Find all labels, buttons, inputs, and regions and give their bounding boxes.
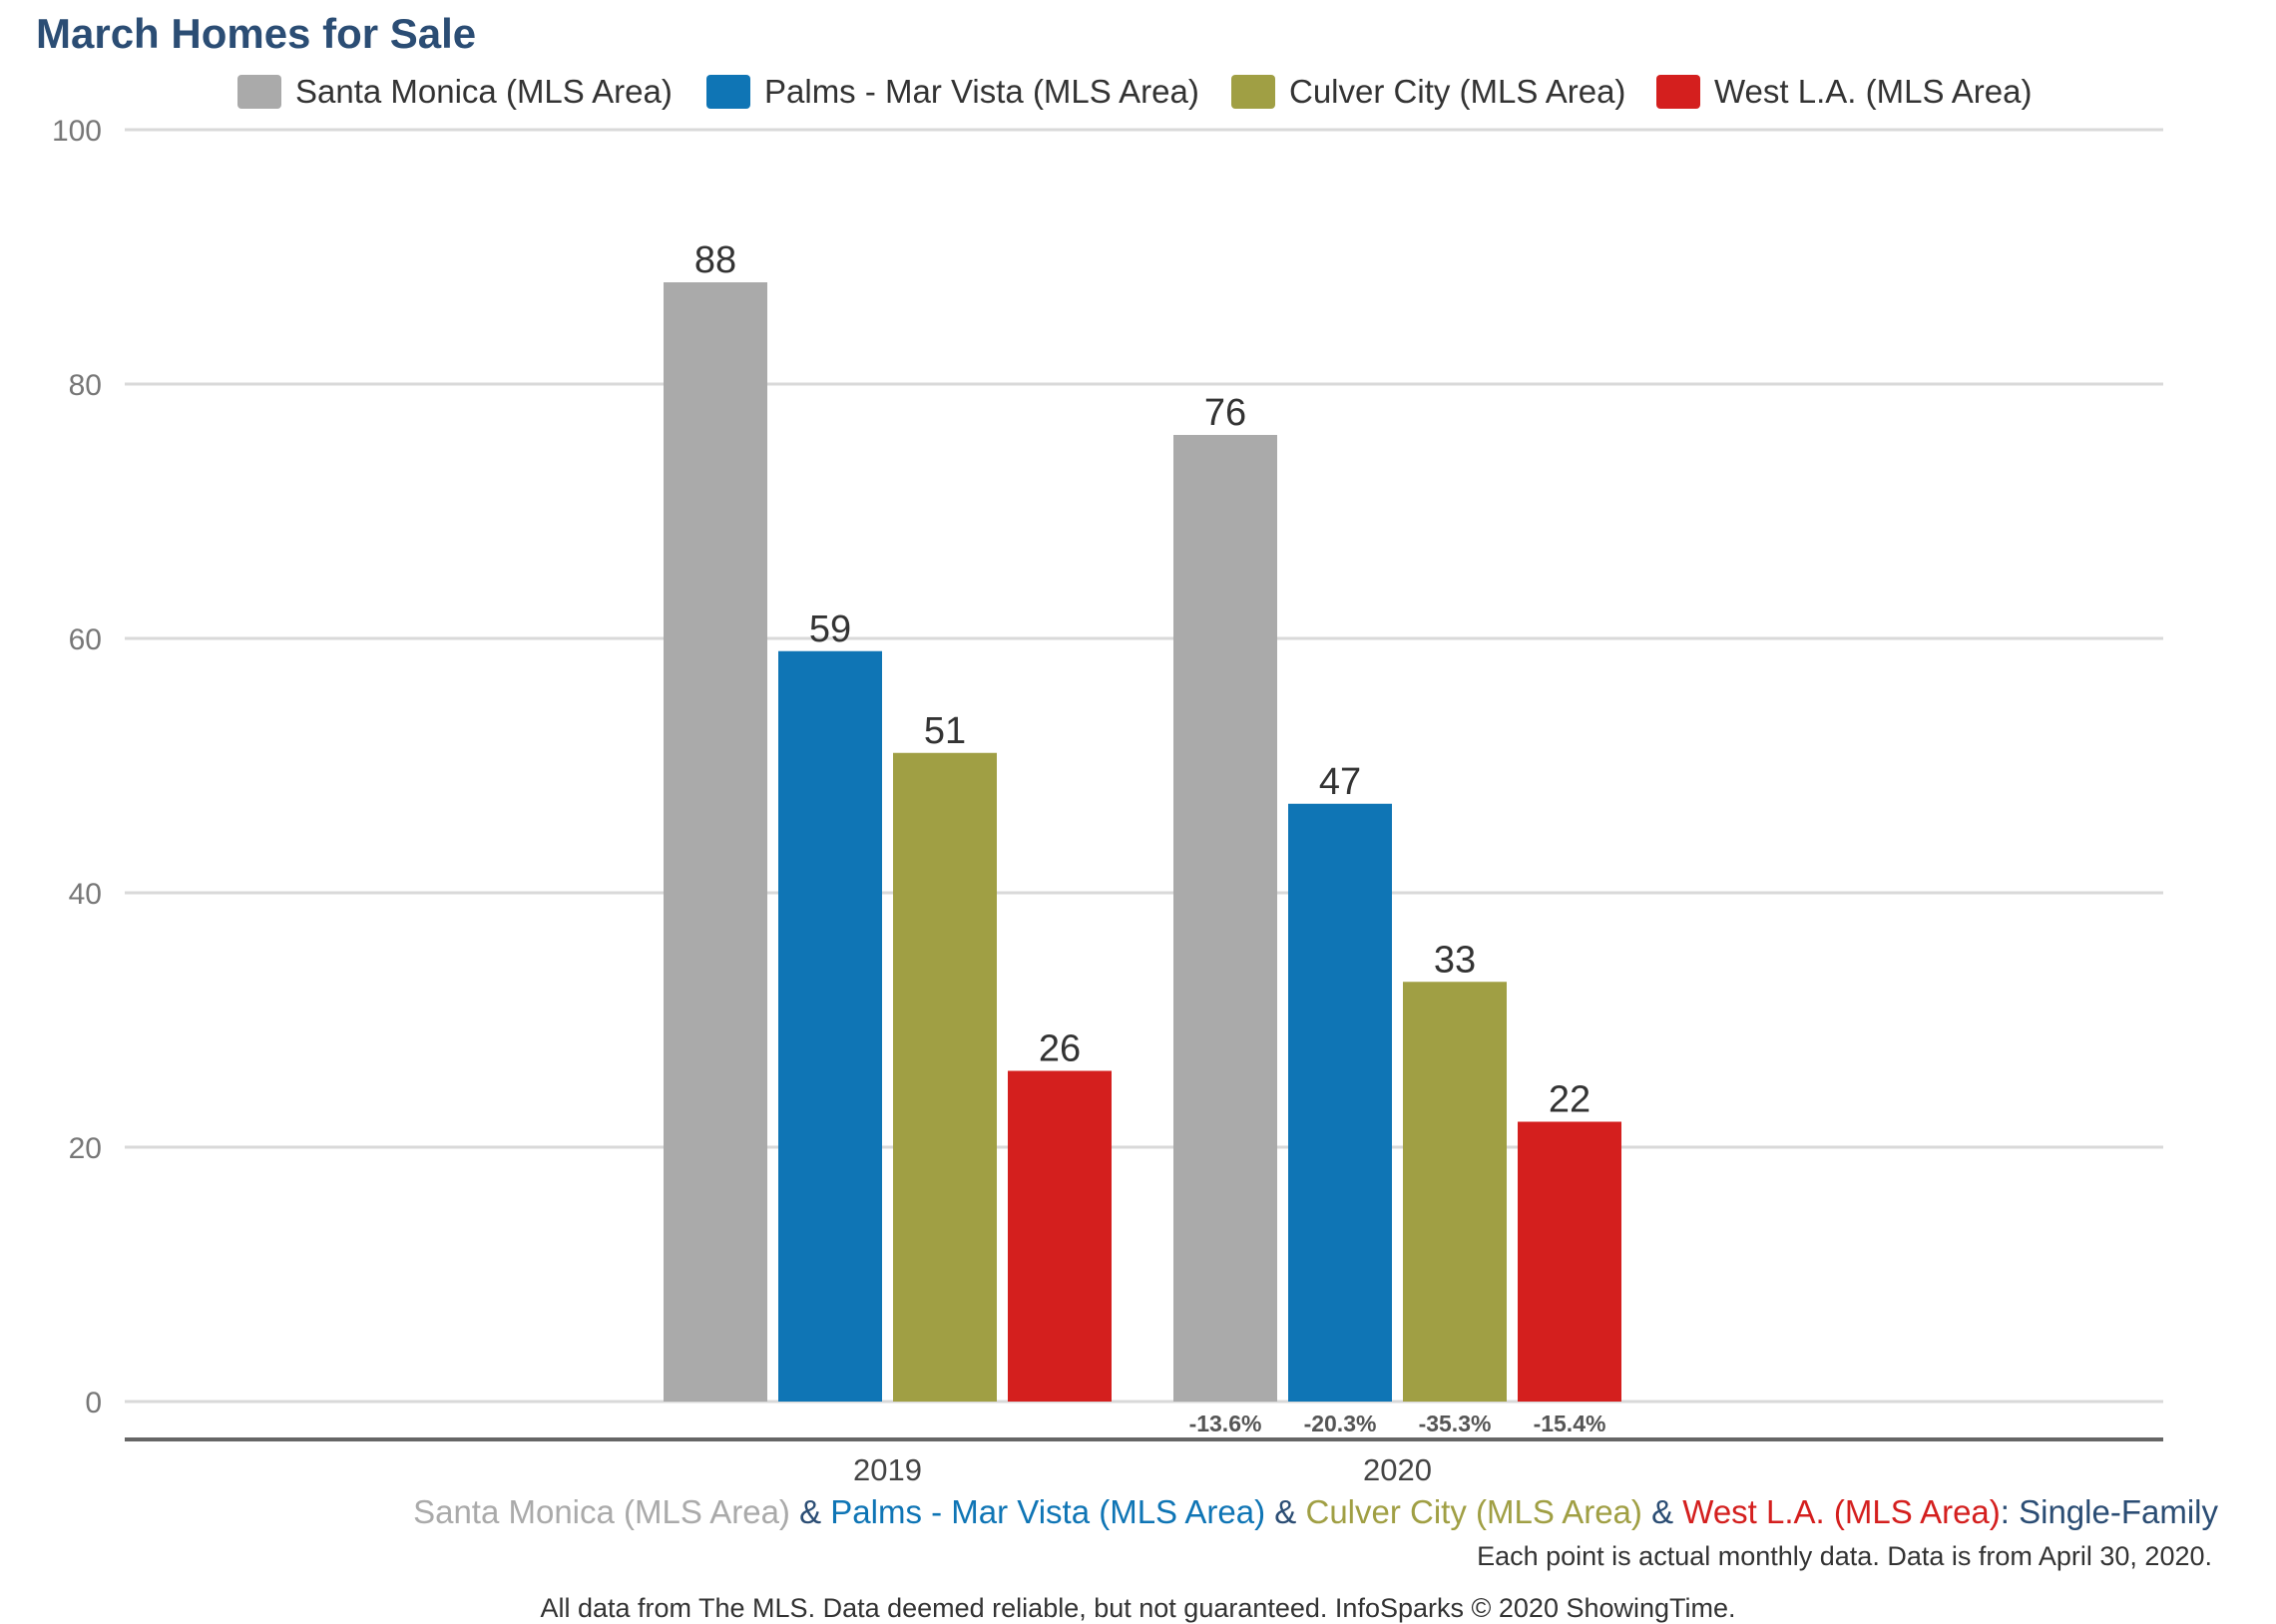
chart-title: March Homes for Sale	[36, 10, 477, 57]
bar	[1518, 1121, 1621, 1402]
bar	[893, 752, 997, 1402]
chart-legend: Santa Monica (MLS Area) Palms - Mar Vista…	[0, 66, 2276, 118]
legend-item: West L.A. (MLS Area)	[1656, 66, 2033, 118]
y-tick-label: 100	[52, 115, 102, 148]
legend-label: Palms - Mar Vista (MLS Area)	[764, 73, 1199, 110]
change-label: -13.6%	[1189, 1411, 1262, 1436]
y-tick-label: 0	[85, 1387, 102, 1420]
y-tick-label: 80	[69, 369, 102, 402]
change-label: -20.3%	[1304, 1411, 1377, 1436]
y-tick-label: 40	[69, 878, 102, 911]
bar-value-label: 88	[694, 239, 736, 281]
bar	[1288, 803, 1392, 1402]
change-label: -15.4%	[1534, 1411, 1606, 1436]
caption-part: &	[1265, 1493, 1306, 1530]
legend-label: Santa Monica (MLS Area)	[295, 73, 673, 110]
bar-value-label: 51	[924, 710, 966, 752]
caption-part: West L.A. (MLS Area)	[1682, 1493, 2001, 1530]
legend-swatch	[237, 75, 281, 109]
data-footer: All data from The MLS. Data deemed relia…	[540, 1593, 1736, 1623]
legend-label: Culver City (MLS Area)	[1289, 73, 1626, 110]
legend-swatch	[1656, 75, 1700, 109]
bar	[664, 282, 767, 1402]
caption-part: &	[1641, 1493, 1683, 1530]
bar-value-label: 33	[1434, 939, 1476, 981]
bar	[1173, 435, 1277, 1402]
legend-label: West L.A. (MLS Area)	[1714, 73, 2033, 110]
caption-part: Santa Monica (MLS Area)	[413, 1493, 790, 1530]
legend-item: Santa Monica (MLS Area)	[237, 66, 673, 118]
chart-caption: Santa Monica (MLS Area) & Palms - Mar Vi…	[413, 1493, 2218, 1531]
bar-value-label: 59	[809, 609, 851, 650]
x-tick-label: 2020	[1363, 1452, 1432, 1486]
y-tick-label: 20	[69, 1132, 102, 1165]
x-tick-label: 2019	[853, 1452, 922, 1486]
data-note: Each point is actual monthly data. Data …	[1477, 1541, 2212, 1571]
bar	[1403, 982, 1507, 1402]
caption-part: Culver City (MLS Area)	[1305, 1493, 1642, 1530]
caption-part: Palms - Mar Vista (MLS Area)	[830, 1493, 1266, 1530]
caption-part: : Single-Family	[2000, 1493, 2218, 1530]
legend-swatch	[706, 75, 750, 109]
change-label: -35.3%	[1419, 1411, 1492, 1436]
bar-chart-plot: 0 20 40 60 80 100 88 59 51 26 2019 76 -13.6% 47 -20.3%…	[52, 115, 2163, 1486]
bar-value-label: 76	[1204, 392, 1246, 434]
legend-item: Culver City (MLS Area)	[1231, 66, 1625, 118]
bar	[1008, 1070, 1112, 1402]
legend-swatch	[1231, 75, 1275, 109]
legend-item: Palms - Mar Vista (MLS Area)	[706, 66, 1199, 118]
bar-value-label: 22	[1549, 1079, 1591, 1121]
bar-value-label: 26	[1039, 1028, 1081, 1070]
caption-part: &	[789, 1493, 831, 1530]
bar	[778, 650, 882, 1402]
y-tick-label: 60	[69, 623, 102, 656]
bar-value-label: 47	[1319, 761, 1361, 803]
